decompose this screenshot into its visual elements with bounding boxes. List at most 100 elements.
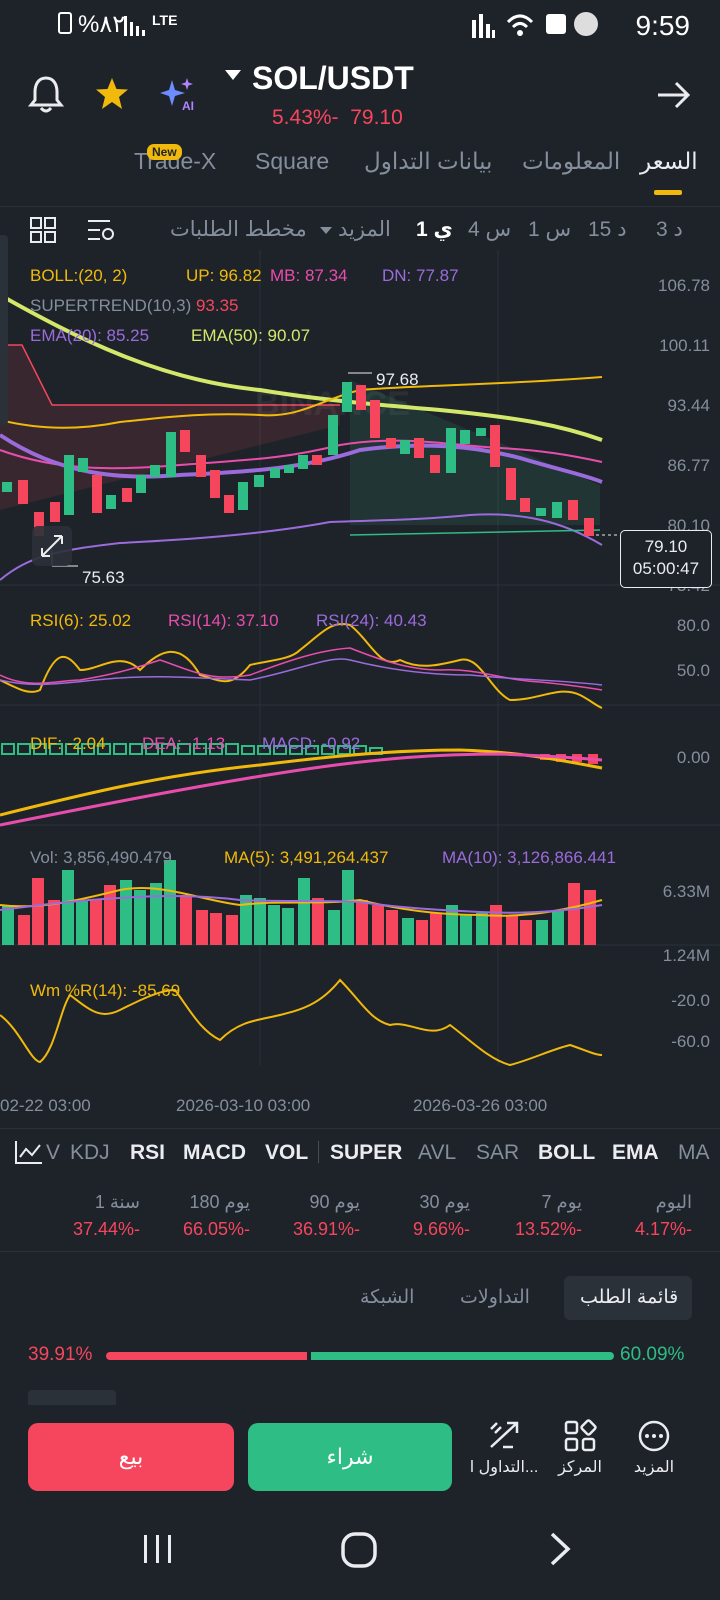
tab-order-book[interactable]: قائمة الطلب (580, 1287, 679, 1308)
ind-tab-v[interactable]: V (46, 1141, 61, 1164)
sell-button[interactable]: بيع (28, 1423, 234, 1491)
tab-info[interactable]: المعلومات (522, 148, 621, 174)
svg-text:AI: AI (182, 99, 194, 112)
vol-label: Vol: 3,856,490.479 (30, 848, 172, 867)
tab-trades[interactable]: التداولات (460, 1287, 530, 1308)
perf-label: 7 يوم (541, 1192, 582, 1212)
drawer-handle[interactable] (0, 235, 8, 425)
ind-tab-super[interactable]: SUPER (330, 1141, 403, 1164)
pair-header: AI SOL/USDT 5.43%- 79.10 (0, 56, 720, 136)
pair-title[interactable]: SOL/USDT (252, 60, 414, 96)
bell-icon[interactable] (28, 74, 64, 114)
perf-label: اليوم (655, 1192, 692, 1212)
wifi-icon (506, 14, 534, 36)
boll-label: BOLL:(20, 2) (30, 266, 128, 285)
boll-dn: DN: 77.87 (382, 266, 459, 285)
ind-tab-avl[interactable]: AVL (418, 1141, 457, 1164)
price-change: 5.43%- 79.10 (272, 106, 403, 130)
perf-value: 13.52%- (514, 1219, 582, 1239)
vol-ma5: MA(5): 3,491,264.437 (224, 848, 389, 867)
pair-dropdown-icon[interactable] (225, 70, 241, 80)
bottom-action-bar: بيع شراء التداول ا... المركز المزيد (0, 1405, 720, 1505)
nav-trade[interactable]: التداول ا... (464, 1419, 544, 1477)
interval-3m[interactable]: 3 د (656, 218, 683, 241)
rsi6-label: RSI(6): 25.02 (30, 611, 132, 630)
expand-chart-button[interactable] (32, 526, 72, 566)
ind-tab-ma[interactable]: MA (678, 1141, 710, 1164)
perf-label: 30 يوم (419, 1192, 470, 1212)
recent-apps-icon[interactable] (140, 1531, 176, 1567)
axis-label: 106.78 (658, 276, 710, 295)
interval-toolbar: مخطط الطلبات المزيد 1 ي 4 س 1 س 15 د 3 د (0, 206, 720, 250)
interval-15m[interactable]: 15 د (588, 218, 627, 241)
tab-price[interactable]: السعر (640, 148, 698, 174)
ind-tab-ema[interactable]: EMA (612, 1141, 659, 1164)
ai-sparkle-icon[interactable]: AI (160, 76, 196, 112)
time-label: 2026-03-26 03:00 (413, 1096, 548, 1115)
axis-label: -20.0 (671, 991, 710, 1010)
axis-label: 50.0 (676, 661, 710, 680)
status-time: 9:59 (635, 10, 691, 41)
rsi24-label: RSI(24): 40.43 (316, 611, 427, 630)
perf-value: 4.17%- (634, 1219, 692, 1239)
tab-grid[interactable]: الشبكة (360, 1287, 415, 1308)
nav-center[interactable]: المركز (540, 1419, 620, 1477)
axis-label: 1.24M (662, 946, 710, 965)
layout-grid-icon[interactable] (30, 217, 56, 243)
indicator-chart-icon[interactable] (14, 1139, 44, 1165)
ind-tab-rsi[interactable]: RSI (130, 1141, 166, 1164)
low-marker: 75.63 (82, 568, 125, 587)
indicator-settings-icon[interactable] (86, 217, 116, 243)
precision-dropdown[interactable] (28, 1390, 116, 1406)
status-bar: %٨٢ LTE 9:59 (0, 0, 720, 52)
arrow-right-icon[interactable] (656, 80, 692, 110)
back-icon[interactable] (548, 1531, 572, 1567)
grid-center-icon (564, 1419, 597, 1452)
perf-7d: 7 يوم 13.52%- (474, 1192, 582, 1240)
buy-button[interactable]: شراء (248, 1423, 452, 1491)
ind-tab-vol[interactable]: VOL (265, 1141, 309, 1164)
ind-tab-macd[interactable]: MACD (183, 1141, 246, 1164)
interval-1d[interactable]: 1 ي (416, 218, 453, 241)
tab-trading-data[interactable]: بيانات التداول (364, 148, 493, 174)
ema50-label: EMA(50): 90.07 (191, 326, 311, 345)
depth-chart-toggle[interactable]: مخطط الطلبات (170, 218, 307, 241)
vol-ma10: MA(10): 3,126,866.441 (442, 848, 616, 867)
expand-icon (41, 535, 63, 557)
volume-bars (2, 860, 596, 945)
more-icon (638, 1420, 670, 1452)
ind-tab-sar[interactable]: SAR (476, 1141, 520, 1164)
macd-dif: DIF: -2.04 (30, 734, 106, 753)
buy-ratio: 60.09% (620, 1344, 685, 1365)
active-tab-bg (564, 1276, 692, 1320)
change-percent: 5.43%- (272, 106, 339, 129)
more-caret-icon (320, 227, 332, 234)
boll-up: UP: 96.82 (186, 266, 262, 285)
wr-label: Wm %R(14): -85.69 (30, 981, 181, 1000)
new-badge: New (147, 144, 182, 160)
ratio-buy-bar (311, 1352, 614, 1360)
interval-more[interactable]: المزيد (338, 218, 391, 241)
supertrend-label: SUPERTREND(10,3) 93.35 (30, 296, 239, 315)
ind-tab-boll[interactable]: BOLL (538, 1141, 596, 1164)
axis-label: 80.0 (676, 616, 710, 635)
perf-30d: 30 يوم 9.66%- (362, 1192, 470, 1240)
last-price-tag[interactable]: 79.10 05:00:47 (620, 530, 712, 588)
ind-tab-kdj[interactable]: KDJ (70, 1141, 110, 1164)
axis-label: 86.77 (667, 456, 710, 475)
axis-label: 6.33M (662, 882, 710, 901)
last-price-value: 79.10 (644, 537, 688, 556)
ema20-label: EMA(20): 85.25 (30, 326, 150, 345)
home-icon[interactable] (340, 1531, 378, 1569)
nav-more[interactable]: المزيد (614, 1419, 694, 1477)
kline-chart[interactable]: BINANCE (0, 250, 720, 1120)
interval-4h[interactable]: 4 س (468, 218, 512, 241)
tab-underline (654, 190, 682, 195)
perf-value: 66.05%- (182, 1219, 250, 1239)
interval-1h[interactable]: 1 س (528, 218, 572, 241)
star-icon[interactable] (94, 76, 130, 112)
tab-square[interactable]: Square (255, 148, 330, 174)
tab-divider (318, 1141, 319, 1163)
rsi14-label: RSI(14): 37.10 (168, 611, 279, 630)
high-marker: 97.68 (376, 370, 419, 389)
